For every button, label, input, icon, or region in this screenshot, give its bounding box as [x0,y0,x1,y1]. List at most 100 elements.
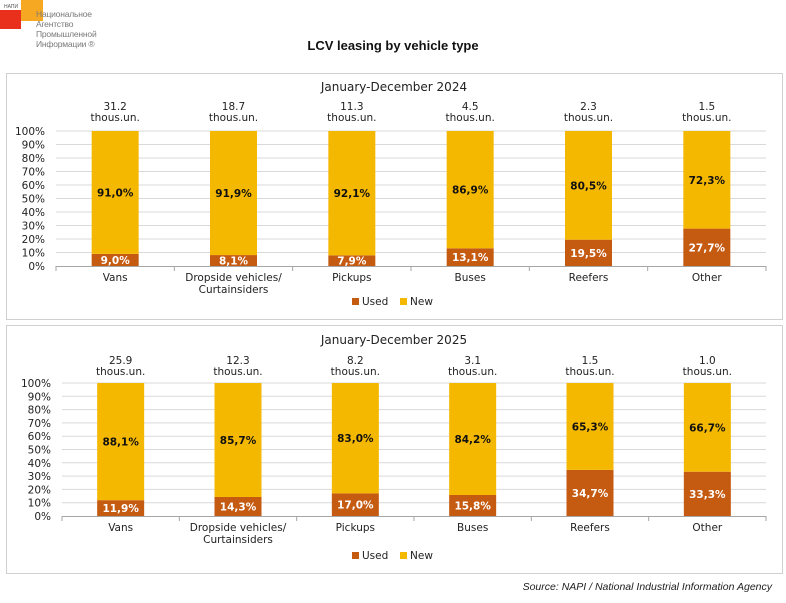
bar-new [97,383,145,501]
data-label-new: 91,9% [215,188,252,200]
y-tick-label: 40% [28,458,51,470]
total-value: 4.5 [462,101,479,113]
total-unit: thous.un. [683,366,732,378]
data-label-used: 7,9% [337,256,367,268]
data-label-new: 86,9% [452,185,489,197]
chart-title: January-December 2025 [320,333,467,347]
data-label-new: 83,0% [337,433,374,445]
x-tick-label: Curtainsiders [203,534,273,546]
total-unit: thous.un. [448,366,497,378]
data-label-used: 13,1% [452,252,489,264]
total-unit: thous.un. [96,366,145,378]
data-label-used: 33,3% [689,489,726,501]
x-tick-label: Vans [103,272,128,284]
bar-new [566,383,614,470]
data-label-used: 15,8% [454,500,491,512]
chart-panel-2025: January-December 2025 0% 10% 20% 30% 40% 50% 60… [6,325,783,574]
data-label-used: 19,5% [570,248,607,260]
total-unit: thous.un. [564,112,613,124]
total-value: 18.7 [222,101,245,113]
data-label-used: 27,7% [689,242,726,254]
y-tick-label: 70% [28,418,51,430]
logo-line: Национальное [36,9,92,19]
bar-used [214,496,262,516]
bar-new [683,383,731,472]
chart-2025: January-December 2025 0%10% 20%30%40%50% 60… [21,333,767,562]
napi-logo: НАПИ Национальное Агентство Промышленной… [0,0,130,60]
total-value: 11.3 [340,101,363,113]
logo-line: Агентство [36,19,74,29]
source-note: Source: NAPI / National Industrial Infor… [522,581,772,593]
x-tick-label: Reefers [569,272,609,284]
bar-used [328,255,376,266]
data-label-new: 65,3% [572,421,609,433]
total-unit: thous.un. [91,112,140,124]
data-label-used: 14,3% [220,501,257,513]
x-tick-label: Vans [108,522,133,534]
x-tick-label: Other [692,522,722,534]
y-tick-label: 30% [28,471,51,483]
data-label-new: 80,5% [570,180,607,192]
bar-used [97,500,145,516]
total-unit: thous.un. [331,366,380,378]
legend-swatch-new [400,298,407,305]
data-label-new: 72,3% [689,175,726,187]
legend-label-new: New [410,296,433,308]
total-value: 12.3 [226,355,249,367]
y-tick-label: 0% [28,261,45,273]
bar-used [446,248,494,266]
x-tick-label: Reefers [570,522,610,534]
total-value: 1.0 [699,355,716,367]
bar-used [683,471,731,516]
bar-used [683,228,731,266]
logo-tag: НАПИ [4,4,19,10]
y-tick-label: 20% [22,234,45,246]
total-unit: thous.un. [565,366,614,378]
legend-label-new: New [410,550,433,562]
bar-new [331,383,379,494]
y-tick-label: 10% [22,248,45,260]
total-unit: thous.un. [327,112,376,124]
y-tick-label: 70% [22,167,45,179]
bar-new [446,131,494,249]
legend-label-used: Used [362,550,388,562]
x-tick-label: Buses [457,522,488,534]
total-unit: thous.un. [446,112,495,124]
data-label-new: 92,1% [334,188,371,200]
y-tick-label: 100% [21,378,51,390]
data-label-used: 34,7% [572,488,609,500]
total-value: 3.1 [464,355,481,367]
chart-title: January-December 2024 [320,80,467,94]
chart-panel-2024: January-December 2024 0% 10% 20% 30% 40% 50% 60… [6,73,783,320]
x-tick-label: Pickups [336,522,375,534]
data-label-new: 84,2% [454,434,491,446]
y-tick-label: 80% [22,153,45,165]
total-value: 1.5 [582,355,599,367]
y-tick-label: 60% [28,431,51,443]
legend-swatch-used [352,552,359,559]
total-value: 2.3 [580,101,597,113]
y-tick-label: 80% [28,405,51,417]
bar-new [565,131,612,240]
x-tick-label: Pickups [332,272,371,284]
logo-text: Национальное Агентство Промышленной Инфо… [36,9,97,49]
total-value: 8.2 [347,355,364,367]
logo-line: Промышленной [36,29,97,39]
bar-new [449,383,497,495]
chart-2024: January-December 2024 0%10% 20%30% 40%50% 60… [15,80,767,308]
bar-used [565,239,612,266]
total-unit: thous.un. [209,112,258,124]
data-label-new: 85,7% [220,435,257,447]
total-value: 25.9 [109,355,132,367]
bar-used [210,255,257,266]
x-tick-label: Dropside vehicles/ [190,522,287,534]
legend-label-used: Used [362,296,388,308]
y-tick-label: 90% [22,140,45,152]
legend-swatch-new [400,552,407,559]
y-tick-label: 10% [28,498,51,510]
y-tick-label: 50% [28,445,51,457]
legend-swatch-used [352,298,359,305]
data-label-used: 17,0% [337,500,374,512]
bar-used [91,253,139,266]
x-tick-label: Dropside vehicles/ [185,272,282,284]
